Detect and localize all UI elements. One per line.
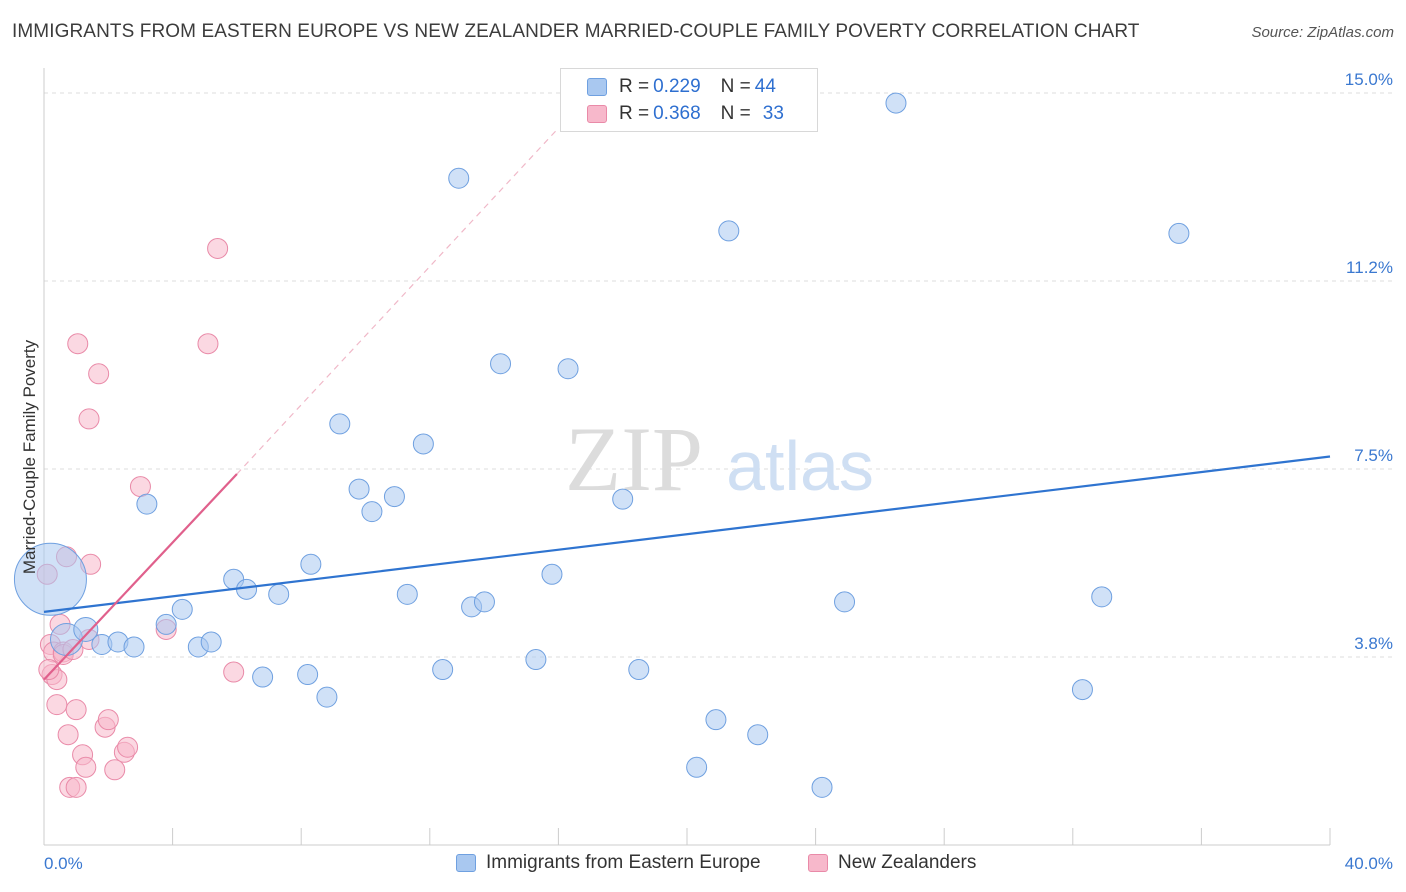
legend-swatch-pink [587,105,607,123]
legend-swatch-blue [587,78,607,96]
legend-n-value: 44 [754,76,776,97]
data-point-blue [155,613,177,635]
legend-row-pink: R = 0.368 N = 33 [587,103,784,125]
legend-r-label: R = [619,76,650,97]
data-point-blue [612,488,634,510]
legend-n-label: N = [720,103,751,124]
data-point-pink [88,363,110,385]
data-point-blue [432,659,454,681]
data-point-blue [316,686,338,708]
data-point-blue [383,486,405,508]
data-point-blue [490,353,512,375]
series-swatch-blue [456,854,476,872]
series-legend-item-pink: New Zealanders [808,852,976,874]
y-tick-label: 11.2% [1346,258,1393,277]
data-point-blue [412,433,434,455]
data-point-pink [197,333,219,355]
data-point-blue [1168,222,1190,244]
correlation-legend: R = 0.229 N = 44 R = 0.368 N = 33 [560,68,818,132]
data-point-blue [329,413,351,435]
data-point-blue [525,649,547,671]
y-tick-label: 3.8% [1354,634,1393,653]
series-legend-item-blue: Immigrants from Eastern Europe [456,852,761,874]
legend-n-value: 33 [762,103,784,124]
x-tick-label: 40.0% [1345,854,1393,873]
series-swatch-pink [808,854,828,872]
data-point-blue [268,583,290,605]
data-point-pink [67,333,89,355]
blue-points [13,92,1190,798]
data-point-blue [747,724,769,746]
data-point-blue [628,659,650,681]
data-point-pink [38,659,60,681]
data-point-pink [129,476,151,498]
data-point-blue [396,583,418,605]
trend-lines [43,127,1331,681]
data-point-blue [361,501,383,523]
data-point-blue [252,666,274,688]
legend-r-value: 0.368 [653,103,701,124]
data-point-blue [885,92,907,114]
x-tick-labels: 0.0% 40.0% [44,854,1393,873]
data-point-pink [223,661,245,683]
grid-lines [44,92,1392,658]
y-tick-label: 7.5% [1354,446,1393,465]
y-tick-labels: 3.8% 7.5% 11.2% 15.0% [1345,70,1393,653]
data-point-blue [171,598,193,620]
legend-n-label: N = [720,76,751,97]
data-point-blue [1071,679,1093,701]
data-point-blue [718,220,740,242]
data-point-blue [448,167,470,189]
watermark-zip: ZIP [565,408,703,510]
series-legend-label: New Zealanders [838,852,977,873]
data-point-pink [78,408,100,430]
series-legend-label: Immigrants from Eastern Europe [486,852,761,873]
legend-r-value: 0.229 [653,76,701,97]
pink-points [36,237,245,798]
legend-r-label: R = [619,103,650,124]
data-point-blue [811,776,833,798]
data-point-blue [348,478,370,500]
watermark: ZIP atlas [565,408,874,510]
data-point-pink [65,776,87,798]
data-point-blue [13,542,87,616]
data-point-blue [686,756,708,778]
watermark-atlas: atlas [726,427,874,505]
data-point-blue [473,591,495,613]
data-point-blue [541,563,563,585]
y-axis-label: Married-Couple Family Poverty [20,339,39,575]
data-point-blue [123,636,145,658]
data-point-blue [200,631,222,653]
data-point-blue [136,493,158,515]
data-point-blue [1091,586,1113,608]
series-legend: Immigrants from Eastern Europe New Zeala… [0,852,1406,876]
data-point-pink [117,736,139,758]
data-point-blue [557,358,579,380]
x-ticks [43,828,1331,845]
legend-row-blue: R = 0.229 N = 44 [587,76,776,98]
data-point-blue [705,709,727,731]
data-point-pink [65,699,87,721]
data-point-blue [297,664,319,686]
trend-line-pink-extension [236,127,559,475]
data-point-blue [300,553,322,575]
source-label: Source: ZipAtlas.com [1251,24,1394,41]
data-point-pink [104,759,126,781]
trend-line-blue [43,455,1331,613]
data-point-pink [207,237,229,259]
data-point-pink [46,694,68,716]
data-point-blue [73,616,99,642]
x-tick-label: 0.0% [44,854,83,873]
trend-line-pink [43,473,238,681]
y-tick-label: 15.0% [1345,70,1393,89]
data-point-pink [97,709,119,731]
chart-title: IMMIGRANTS FROM EASTERN EUROPE VS NEW ZE… [12,21,1140,42]
data-point-pink [57,724,79,746]
data-point-pink [75,756,97,778]
data-point-blue [834,591,856,613]
